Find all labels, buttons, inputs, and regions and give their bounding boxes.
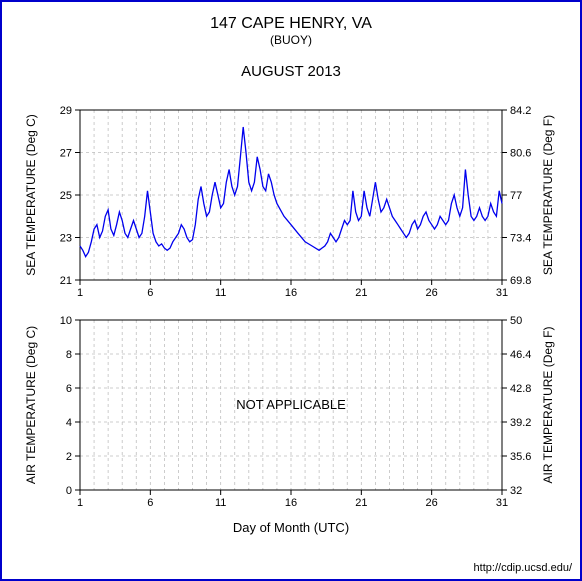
air-chart-ytick-l-label: 2	[66, 451, 72, 463]
air-chart-xtick-label: 26	[426, 497, 438, 509]
air-chart-xtick-label: 6	[147, 497, 153, 509]
sea-chart-xtick-label: 11	[215, 287, 226, 299]
sea-chart-xtick-label: 1	[77, 287, 83, 299]
period-title: AUGUST 2013	[241, 63, 341, 80]
sea-chart-ytick-r-label: 77	[510, 190, 522, 202]
sea-chart-ytick-r-label: 69.8	[510, 275, 531, 287]
sea-chart-ylabel-left: SEA TEMPERATURE (Deg C)	[24, 114, 38, 276]
sea-chart-xtick-label: 6	[147, 287, 153, 299]
sea-chart-xtick-label: 16	[285, 287, 297, 299]
air-chart-ytick-l-label: 10	[60, 315, 72, 327]
sea-chart-xtick-label: 31	[496, 287, 508, 299]
sea-chart-ytick-l-label: 23	[60, 233, 72, 245]
air-chart-xtick-label: 31	[496, 497, 508, 509]
sea-chart-xtick-label: 26	[426, 287, 438, 299]
air-chart-ytick-l-label: 4	[66, 417, 72, 429]
air-chart-xtick-label: 1	[77, 497, 83, 509]
sea-chart-ytick-l-label: 21	[60, 275, 72, 287]
sea-chart-ytick-l-label: 29	[60, 105, 72, 117]
air-chart-ytick-l-label: 8	[66, 349, 72, 361]
air-chart-ytick-l-label: 0	[66, 485, 72, 497]
sea-chart-ytick-l-label: 25	[60, 190, 72, 202]
air-chart-message: NOT APPLICABLE	[236, 397, 346, 412]
sea-chart-ylabel-right: SEA TEMPERATURE (Deg F)	[541, 115, 555, 275]
air-chart-ytick-r-label: 32	[510, 485, 522, 497]
air-chart-xtick-label: 21	[355, 497, 367, 509]
air-chart-ytick-l-label: 6	[66, 383, 72, 395]
air-chart-ylabel-left: AIR TEMPERATURE (Deg C)	[24, 326, 38, 484]
air-chart-ytick-r-label: 46.4	[510, 349, 531, 361]
air-chart-ytick-r-label: 42.8	[510, 383, 531, 395]
air-chart-ylabel-right: AIR TEMPERATURE (Deg F)	[541, 327, 555, 484]
footer-url: http://cdip.ucsd.edu/	[474, 562, 573, 574]
air-chart-xtick-label: 11	[215, 497, 226, 509]
subtitle: (BUOY)	[270, 33, 312, 47]
sea-chart-ytick-l-label: 27	[60, 148, 72, 160]
sea-chart-ytick-r-label: 73.4	[510, 233, 531, 245]
air-chart-ytick-r-label: 35.6	[510, 451, 531, 463]
title: 147 CAPE HENRY, VA	[210, 15, 372, 32]
air-chart-ytick-r-label: 39.2	[510, 417, 531, 429]
xaxis-label: Day of Month (UTC)	[233, 520, 349, 535]
air-chart-xtick-label: 16	[285, 497, 297, 509]
sea-chart-xtick-label: 21	[355, 287, 367, 299]
sea-chart-ytick-r-label: 80.6	[510, 148, 531, 160]
air-chart-ytick-r-label: 50	[510, 315, 522, 327]
sea-chart-ytick-r-label: 84.2	[510, 105, 531, 117]
